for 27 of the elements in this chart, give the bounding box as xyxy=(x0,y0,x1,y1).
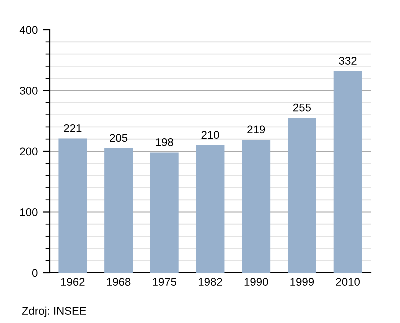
x-tick-label: 1962 xyxy=(61,278,85,286)
y-tick-label: 100 xyxy=(20,208,38,216)
bar xyxy=(58,138,88,273)
data-label: 221 xyxy=(64,124,82,132)
y-tick-label: 300 xyxy=(20,87,38,95)
y-tick-label: 200 xyxy=(20,148,38,156)
data-label: 332 xyxy=(339,57,357,65)
bar xyxy=(150,152,179,273)
bar xyxy=(196,145,225,273)
bar xyxy=(242,140,271,273)
x-tick-label: 1982 xyxy=(198,278,222,286)
text: Zdroj: INSEE xyxy=(22,306,86,318)
bar xyxy=(288,118,316,273)
data-label: 205 xyxy=(110,134,128,142)
x-tick-label: 1975 xyxy=(153,278,177,286)
x-tick-label: 1990 xyxy=(244,278,268,286)
bar xyxy=(104,148,133,273)
y-tick-label: 400 xyxy=(20,26,38,34)
x-tick-label: 1999 xyxy=(290,278,314,286)
data-label: 255 xyxy=(294,104,312,112)
y-tick-label: 0 xyxy=(32,269,38,278)
x-tick-label: 1968 xyxy=(107,278,131,286)
data-label: 210 xyxy=(202,131,220,140)
bar xyxy=(334,71,362,273)
data-label: 198 xyxy=(156,138,174,146)
x-tick-label: 2010 xyxy=(336,278,360,286)
data-label: 219 xyxy=(248,126,266,134)
